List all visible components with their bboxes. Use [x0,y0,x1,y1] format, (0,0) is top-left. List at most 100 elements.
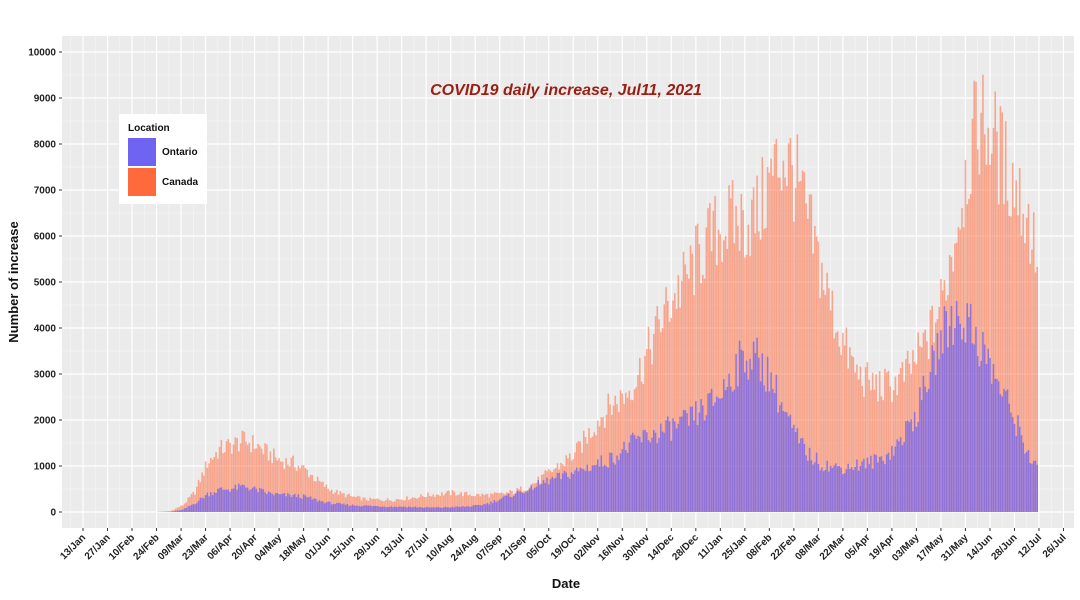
ontario-bar [372,505,375,512]
ontario-bar [880,456,883,512]
ontario-bar [201,497,203,512]
canada-bar [213,456,216,512]
ontario-bar [702,405,704,512]
canada-bar [236,438,238,512]
canada-bar [689,245,692,512]
ontario-bar [754,352,757,512]
ontario-bar [572,474,575,512]
canada-bar [850,355,853,512]
ontario-bar [176,510,179,512]
ontario-bar [973,344,975,512]
ontario-bar [915,426,918,512]
ontario-bar [773,393,776,512]
canada-bar [185,502,188,512]
canada-bar [388,500,391,512]
ontario-bar [591,465,594,512]
ontario-bar [577,471,580,512]
canada-bar [845,327,848,512]
ontario-bar [421,507,424,512]
ontario-bar [204,495,207,512]
ontario-bar [1029,463,1032,512]
x-tick-label: 24/Feb [131,532,161,562]
ontario-bar [817,463,820,512]
ontario-bar [945,311,947,512]
ontario-bar [663,432,666,512]
ontario-bar [759,381,762,512]
ontario-bar [910,419,912,512]
ontario-bar [677,423,680,512]
ontario-bar [217,488,219,512]
canada-bar [786,186,788,513]
ontario-bar [525,491,527,512]
ontario-bar [695,401,697,512]
canada-bar [784,177,786,512]
ontario-bar [602,466,604,512]
ontario-bar [898,441,900,512]
ontario-bar [603,464,606,512]
canada-bar [194,494,196,512]
ontario-bar [631,432,634,512]
canada-bar [197,479,200,512]
ontario-bar [404,506,406,512]
ontario-bar [735,354,737,512]
ontario-bar [239,485,242,512]
ontario-bar [1003,388,1005,512]
ontario-bar [1018,426,1021,512]
canada-bar [292,455,294,512]
canada-bar [868,379,870,512]
ontario-bar [409,506,412,512]
ontario-bar [262,489,265,512]
x-tick-label: 01/Jun [303,532,333,562]
canada-bar [180,505,182,512]
ontario-bar [554,477,557,512]
ontario-bar [323,503,326,512]
ontario-bar [726,386,729,512]
ontario-bar [864,468,867,512]
ontario-bar [304,495,307,512]
canada-bar [190,493,193,512]
ontario-bar [856,459,858,512]
ontario-bar [926,392,928,512]
ontario-bar [917,421,919,512]
canada-bar [225,441,228,512]
ontario-bar [231,488,233,512]
ontario-bar [444,506,447,512]
canada-bar [885,372,888,512]
ontario-bar [1001,396,1004,512]
canada-bar [430,496,433,512]
ontario-bar [596,459,599,512]
ontario-bar [1020,435,1023,512]
ontario-bar [490,501,492,512]
ontario-bar [637,435,639,512]
canada-bar [887,370,890,512]
ontario-bar [1036,464,1039,512]
canada-bar [709,203,711,512]
canada-bar [731,180,734,512]
ontario-bar [638,436,641,512]
x-tick-label: 22/Feb [769,532,799,562]
ontario-bar [796,428,799,512]
canada-bar [1031,249,1033,512]
canada-bar [329,491,331,512]
canada-bar [411,497,413,512]
canada-bar [199,482,202,512]
ontario-bar [407,506,410,512]
ontario-bar [234,484,237,512]
canada-bar [448,490,450,512]
ontario-bar [589,470,592,512]
legend: Location Ontario Canada [119,114,207,204]
ontario-bar [460,506,462,512]
ontario-bar [203,498,205,512]
canada-bar [787,143,790,512]
ontario-bar [665,420,667,512]
canada-bar [442,495,445,512]
x-tick-label: 22/Mar [818,532,848,562]
ontario-bar [269,492,272,512]
canada-bar [316,476,319,512]
x-tick-label: 10/Feb [107,532,137,562]
canada-bar [318,480,321,512]
ontario-bar [434,507,436,512]
canada-bar [677,275,680,512]
canada-bar [880,396,883,512]
canada-bar [985,164,988,512]
